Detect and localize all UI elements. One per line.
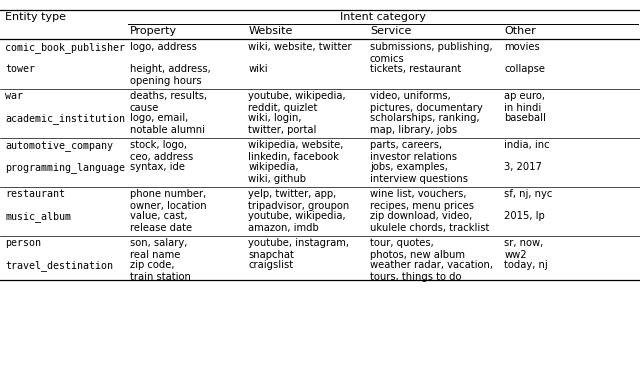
Text: syntax, ide: syntax, ide	[130, 162, 185, 172]
Text: wiki: wiki	[248, 64, 268, 74]
Text: today, nj: today, nj	[504, 260, 548, 270]
Text: wine list, vouchers,
recipes, menu prices: wine list, vouchers, recipes, menu price…	[370, 189, 474, 211]
Text: value, cast,
release date: value, cast, release date	[130, 211, 192, 232]
Text: automotive_company: automotive_company	[5, 140, 113, 151]
Text: logo, address: logo, address	[130, 42, 197, 52]
Text: comic_book_publisher: comic_book_publisher	[5, 42, 125, 53]
Text: movies: movies	[504, 42, 540, 52]
Text: Property: Property	[130, 26, 177, 36]
Text: yelp, twitter, app,
tripadvisor, groupon: yelp, twitter, app, tripadvisor, groupon	[248, 189, 349, 211]
Text: wikipedia, website,
linkedin, facebook: wikipedia, website, linkedin, facebook	[248, 140, 344, 162]
Text: sr, now,
ww2: sr, now, ww2	[504, 238, 543, 260]
Text: submissions, publishing,
comics: submissions, publishing, comics	[370, 42, 493, 64]
Text: india, inc: india, inc	[504, 140, 550, 150]
Text: weather radar, vacation,
tours, things to do: weather radar, vacation, tours, things t…	[370, 260, 493, 282]
Text: height, address,
opening hours: height, address, opening hours	[130, 64, 211, 85]
Text: academic_institution: academic_institution	[5, 113, 125, 124]
Text: tickets, restaurant: tickets, restaurant	[370, 64, 461, 74]
Text: ap euro,
in hindi: ap euro, in hindi	[504, 91, 545, 113]
Text: restaurant: restaurant	[5, 189, 65, 199]
Text: 2015, lp: 2015, lp	[504, 211, 545, 221]
Text: wiki, login,
twitter, portal: wiki, login, twitter, portal	[248, 113, 317, 135]
Text: zip code,
train station: zip code, train station	[130, 260, 191, 282]
Text: Website: Website	[248, 26, 292, 36]
Text: deaths, results,
cause: deaths, results, cause	[130, 91, 207, 113]
Text: Intent category: Intent category	[340, 12, 426, 22]
Text: youtube, wikipedia,
reddit, quizlet: youtube, wikipedia, reddit, quizlet	[248, 91, 346, 113]
Text: 3, 2017: 3, 2017	[504, 162, 542, 172]
Text: video, uniforms,
pictures, documentary: video, uniforms, pictures, documentary	[370, 91, 483, 113]
Text: Service: Service	[370, 26, 412, 36]
Text: person: person	[5, 238, 41, 248]
Text: baseball: baseball	[504, 113, 547, 123]
Text: youtube, instagram,
snapchat: youtube, instagram, snapchat	[248, 238, 349, 260]
Text: programming_language: programming_language	[5, 162, 125, 173]
Text: wiki, website, twitter: wiki, website, twitter	[248, 42, 352, 52]
Text: sf, nj, nyc: sf, nj, nyc	[504, 189, 553, 199]
Text: craigslist: craigslist	[248, 260, 294, 270]
Text: Other: Other	[504, 26, 536, 36]
Text: stock, logo,
ceo, address: stock, logo, ceo, address	[130, 140, 193, 162]
Text: parts, careers,
investor relations: parts, careers, investor relations	[370, 140, 457, 162]
Text: phone number,
owner, location: phone number, owner, location	[130, 189, 207, 211]
Text: music_album: music_album	[5, 211, 71, 222]
Text: youtube, wikipedia,
amazon, imdb: youtube, wikipedia, amazon, imdb	[248, 211, 346, 232]
Text: travel_destination: travel_destination	[5, 260, 113, 271]
Text: son, salary,
real name: son, salary, real name	[130, 238, 188, 260]
Text: tour, quotes,
photos, new album: tour, quotes, photos, new album	[370, 238, 465, 260]
Text: Entity type: Entity type	[5, 12, 66, 22]
Text: logo, email,
notable alumni: logo, email, notable alumni	[130, 113, 205, 135]
Text: scholarships, ranking,
map, library, jobs: scholarships, ranking, map, library, job…	[370, 113, 479, 135]
Text: jobs, examples,
interview questions: jobs, examples, interview questions	[370, 162, 468, 184]
Text: collapse: collapse	[504, 64, 545, 74]
Text: wikipedia,
wiki, github: wikipedia, wiki, github	[248, 162, 307, 184]
Text: zip download, video,
ukulele chords, tracklist: zip download, video, ukulele chords, tra…	[370, 211, 490, 232]
Text: tower: tower	[5, 64, 35, 74]
Text: war: war	[5, 91, 23, 101]
